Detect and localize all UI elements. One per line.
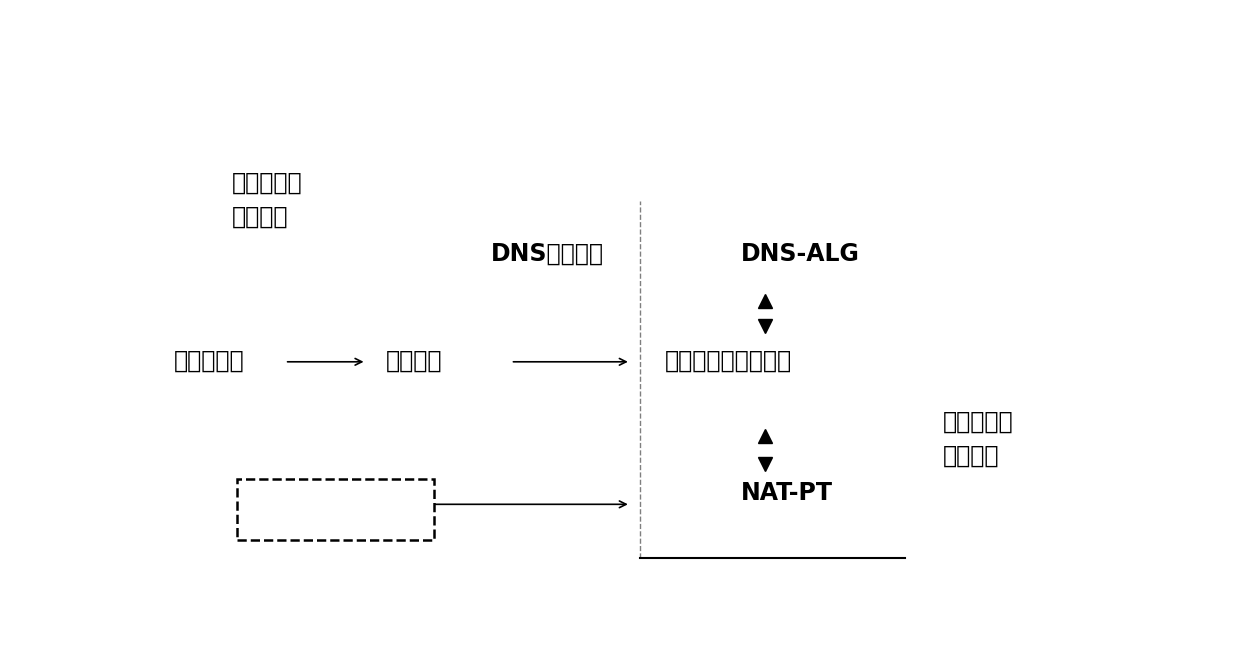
- Text: 地址池和地址转换表: 地址池和地址转换表: [665, 349, 791, 373]
- Text: DNS-ALG: DNS-ALG: [742, 242, 861, 266]
- Text: NAT-PT: NAT-PT: [742, 481, 833, 506]
- Text: 翻译转换后
的数据包: 翻译转换后 的数据包: [232, 171, 303, 229]
- Text: 过滤接收: 过滤接收: [386, 349, 443, 373]
- FancyBboxPatch shape: [237, 479, 434, 540]
- Text: 原始数据包: 原始数据包: [174, 349, 244, 373]
- Text: IP消息队列: IP消息队列: [286, 485, 370, 509]
- Text: 翻译转换后
的数据包: 翻译转换后 的数据包: [942, 410, 1013, 467]
- Text: DNS消息队列: DNS消息队列: [491, 242, 604, 266]
